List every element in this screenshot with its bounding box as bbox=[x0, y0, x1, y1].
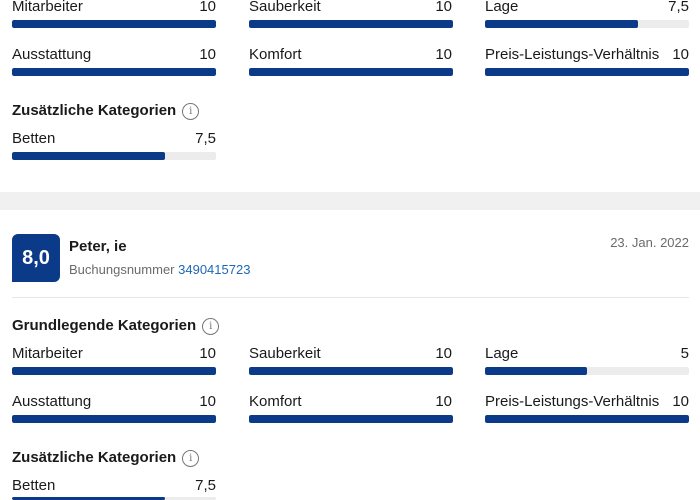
rating-bar-fill bbox=[12, 20, 216, 28]
rating-value: 10 bbox=[435, 0, 452, 15]
rating-bar bbox=[12, 497, 216, 500]
rating-bar bbox=[12, 152, 216, 160]
booking-label: Buchungsnummer bbox=[69, 262, 175, 277]
rating-bar bbox=[12, 415, 216, 423]
rating-value: 10 bbox=[199, 0, 216, 15]
rating-bar bbox=[485, 415, 689, 423]
rating-label: Lage bbox=[485, 345, 519, 362]
rating-bar-fill bbox=[249, 68, 453, 76]
rating-bar-fill bbox=[12, 497, 165, 500]
rating-label: Sauberkeit bbox=[249, 0, 321, 15]
extra-categories-heading: Zusätzliche Kategorien i bbox=[12, 449, 200, 467]
rating-bar bbox=[485, 367, 689, 375]
info-icon[interactable]: i bbox=[182, 102, 200, 120]
rating-bar bbox=[12, 68, 216, 76]
rating-label: Ausstattung bbox=[12, 46, 92, 63]
info-icon[interactable]: i bbox=[182, 449, 200, 467]
rating-bar-fill bbox=[249, 20, 453, 28]
rating-label: Ausstattung bbox=[12, 393, 92, 410]
rating-value: 10 bbox=[199, 46, 216, 63]
rating-bar bbox=[12, 20, 216, 28]
rating-bar bbox=[12, 367, 216, 375]
rating-value: 10 bbox=[672, 393, 689, 410]
rating-value: 10 bbox=[435, 345, 452, 362]
rating-value: 10 bbox=[435, 46, 452, 63]
review-date: 23. Jan. 2022 bbox=[610, 235, 689, 250]
rating-bar bbox=[485, 20, 689, 28]
rating-value: 7,5 bbox=[668, 0, 689, 15]
divider bbox=[12, 297, 689, 298]
rating-label: Komfort bbox=[249, 46, 302, 63]
rating-bar bbox=[249, 68, 453, 76]
rating-label: Preis-Leistungs-Verhältnis bbox=[485, 393, 660, 410]
extra-categories-heading: Zusätzliche Kategorien i bbox=[12, 102, 200, 120]
rating-bar-fill bbox=[12, 152, 165, 160]
rating-bar bbox=[249, 367, 453, 375]
rating-bar-fill bbox=[12, 415, 216, 423]
basic-categories-title: Grundlegende Kategorien bbox=[12, 317, 197, 334]
rating-bar bbox=[485, 68, 689, 76]
rating-bar-fill bbox=[485, 68, 689, 76]
extra-categories-title: Zusätzliche Kategorien bbox=[12, 102, 177, 119]
rating-value: 5 bbox=[680, 345, 689, 362]
booking-number-line: Buchungsnummer 3490415723 bbox=[69, 262, 250, 278]
rating-label: Mitarbeiter bbox=[12, 0, 83, 15]
reviewer-name: Peter, ie bbox=[69, 238, 127, 255]
booking-number-link[interactable]: 3490415723 bbox=[178, 262, 251, 277]
review-separator bbox=[0, 192, 700, 210]
score-badge: 8,0 bbox=[12, 234, 60, 282]
rating-bar bbox=[249, 20, 453, 28]
rating-value: 10 bbox=[672, 46, 689, 63]
rating-bar-fill bbox=[249, 415, 453, 423]
rating-value: 7,5 bbox=[195, 477, 216, 494]
info-icon[interactable]: i bbox=[202, 317, 220, 335]
rating-label: Betten bbox=[12, 130, 56, 147]
rating-bar-fill bbox=[12, 68, 216, 76]
rating-bar-fill bbox=[485, 367, 587, 375]
rating-label: Sauberkeit bbox=[249, 345, 321, 362]
rating-value: 7,5 bbox=[195, 130, 216, 147]
rating-bar bbox=[249, 415, 453, 423]
rating-label: Mitarbeiter bbox=[12, 345, 83, 362]
rating-label: Betten bbox=[12, 477, 56, 494]
rating-label: Lage bbox=[485, 0, 519, 15]
rating-label: Komfort bbox=[249, 393, 302, 410]
rating-label: Preis-Leistungs-Verhältnis bbox=[485, 46, 660, 63]
rating-bar-fill bbox=[485, 415, 689, 423]
rating-bar-fill bbox=[249, 367, 453, 375]
basic-categories-heading: Grundlegende Kategorien i bbox=[12, 317, 220, 335]
rating-value: 10 bbox=[199, 393, 216, 410]
rating-value: 10 bbox=[199, 345, 216, 362]
extra-categories-title: Zusätzliche Kategorien bbox=[12, 449, 177, 466]
rating-bar-fill bbox=[12, 367, 216, 375]
rating-bar-fill bbox=[485, 20, 638, 28]
rating-value: 10 bbox=[435, 393, 452, 410]
